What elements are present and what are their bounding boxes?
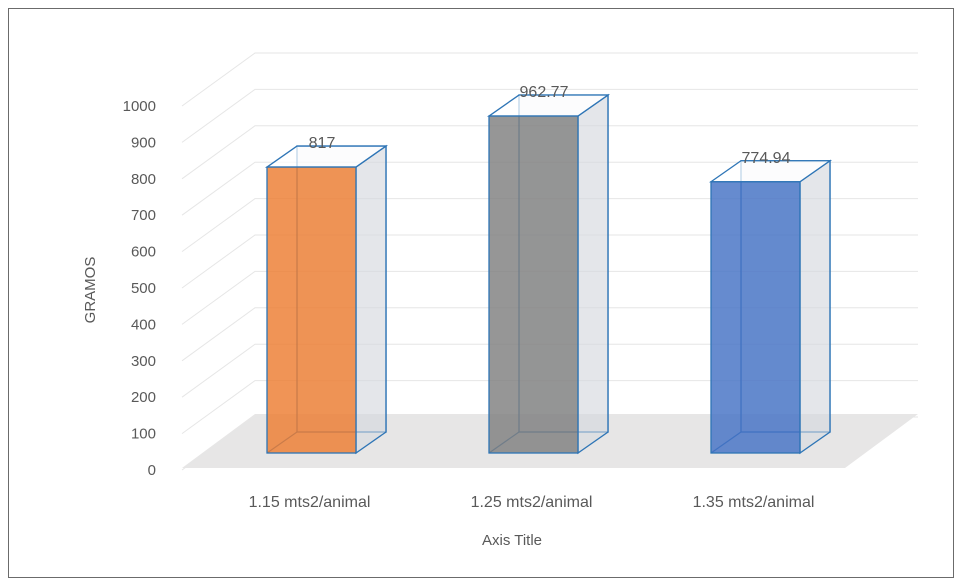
gridline bbox=[181, 125, 918, 180]
y-tick-label: 700 bbox=[131, 207, 156, 224]
gridline bbox=[181, 161, 918, 216]
gridline bbox=[181, 416, 918, 471]
bar bbox=[264, 144, 389, 455]
data-label: 774.94 bbox=[742, 150, 791, 167]
gridline bbox=[181, 198, 918, 253]
data-label: 817 bbox=[309, 135, 336, 152]
x-category-label: 1.15 mts2/animal bbox=[249, 494, 371, 511]
gridline bbox=[181, 88, 918, 143]
y-axis-ticks: 0 100 200 300 400 500 600 700 800 900 1000 bbox=[123, 98, 156, 479]
y-tick-label: 400 bbox=[131, 316, 156, 333]
gridline bbox=[181, 234, 918, 289]
y-tick-label: 900 bbox=[131, 134, 156, 151]
gridline bbox=[181, 270, 918, 325]
gridline bbox=[181, 380, 918, 435]
y-tick-label: 1000 bbox=[123, 98, 156, 115]
x-category-label: 1.25 mts2/animal bbox=[471, 494, 593, 511]
gridline bbox=[181, 307, 918, 362]
bars bbox=[264, 93, 833, 455]
x-axis-title: Axis Title bbox=[482, 532, 542, 549]
y-axis-title: GRAMOS bbox=[82, 257, 99, 324]
y-tick-label: 500 bbox=[131, 280, 156, 297]
gridline bbox=[181, 343, 918, 398]
y-tick-label: 300 bbox=[131, 353, 156, 370]
y-tick-label: 600 bbox=[131, 244, 156, 261]
gridline bbox=[181, 52, 918, 107]
bar bbox=[486, 93, 611, 455]
x-category-label: 1.35 mts2/animal bbox=[693, 494, 815, 511]
x-axis-categories: 1.15 mts2/animal 1.25 mts2/animal 1.35 mts… bbox=[249, 494, 815, 511]
y-tick-label: 0 bbox=[148, 462, 156, 479]
bar bbox=[708, 159, 833, 455]
data-label: 962.77 bbox=[520, 84, 569, 101]
y-tick-label: 100 bbox=[131, 426, 156, 443]
y-tick-label: 800 bbox=[131, 171, 156, 188]
gridlines bbox=[181, 52, 918, 471]
y-tick-label: 200 bbox=[131, 389, 156, 406]
data-labels: 817 962.77 774.94 bbox=[309, 84, 791, 167]
